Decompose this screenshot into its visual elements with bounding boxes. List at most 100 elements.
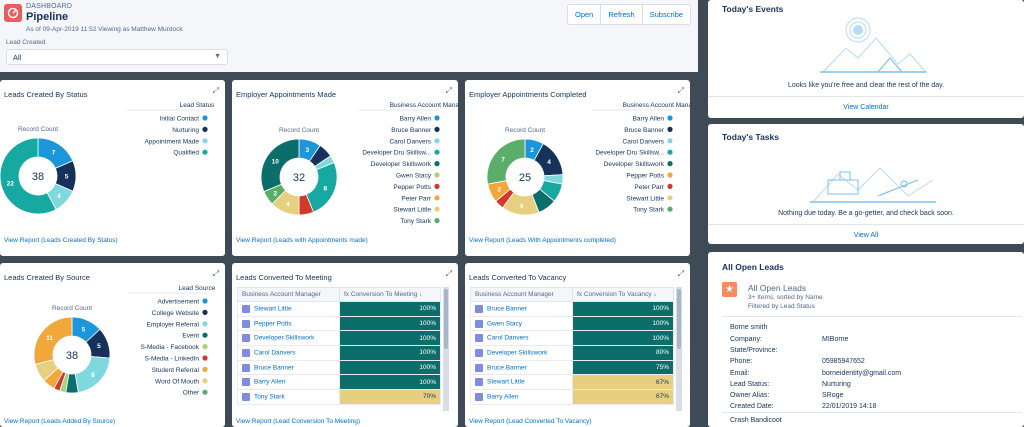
manager-name[interactable]: Bruce Banner xyxy=(487,305,527,313)
expand-icon[interactable]: ⤢ xyxy=(677,269,684,278)
expand-icon[interactable]: ⤢ xyxy=(677,86,684,95)
manager-name[interactable]: Developer Skillswork xyxy=(487,349,548,357)
legend-swatch xyxy=(202,115,208,121)
lead-record-name[interactable]: Borne smith xyxy=(730,324,768,331)
column-header[interactable]: Business Account Manager xyxy=(237,287,340,302)
card-converted-to-vacancy: Leads Converted To Vacancy ⤢ Business Ac… xyxy=(465,263,690,427)
expand-icon[interactable]: ⤢ xyxy=(445,269,452,278)
view-all-link[interactable]: View All xyxy=(853,232,879,239)
center-caption: Record Count xyxy=(18,126,58,133)
lead-created-filter[interactable]: All ▼ xyxy=(6,49,228,65)
table-row[interactable]: Barry Allen 67% xyxy=(470,389,674,405)
view-report-link[interactable]: View Report (Leads Added By Source) xyxy=(4,418,116,425)
manager-cell[interactable]: Gwen Stacy xyxy=(470,315,573,332)
manager-name[interactable]: Bruce Banner xyxy=(254,364,294,372)
conversion-cell: 75% xyxy=(572,359,674,376)
expand-icon[interactable]: ⤢ xyxy=(212,86,219,95)
open-button[interactable]: Open xyxy=(568,5,602,24)
list-meta: 3+ Items, sorted by Name xyxy=(748,294,823,301)
legend-swatch xyxy=(202,389,208,395)
vacancy-table: Business Account Manager fx Conversion T… xyxy=(470,287,674,405)
list-name[interactable]: All Open Leads xyxy=(748,283,807,293)
column-header[interactable]: Business Account Manager xyxy=(470,287,573,302)
refresh-button[interactable]: Refresh xyxy=(601,5,643,24)
manager-cell[interactable]: Bruce Banner xyxy=(470,359,573,376)
table-row[interactable]: Tony Stark 70% xyxy=(237,389,441,405)
manager-name[interactable]: Stewart Little xyxy=(487,379,525,386)
manager-name[interactable]: Barry Allen xyxy=(254,379,286,386)
manager-cell[interactable]: Tony Stark xyxy=(237,389,340,405)
user-icon xyxy=(475,319,483,328)
manager-name[interactable]: Developer Skillswork xyxy=(254,334,315,342)
legend-item: S-Media - LinkedIn xyxy=(144,356,199,363)
legend-item: Initial Contact xyxy=(160,116,200,123)
table-row[interactable]: Pepper Potts 100% xyxy=(237,315,441,332)
manager-cell[interactable]: Bruce Banner xyxy=(470,301,573,317)
card-title: Leads Converted To Vacancy xyxy=(469,273,567,282)
table-row[interactable]: Bruce Banner 75% xyxy=(470,359,674,376)
table-row[interactable]: Bruce Banner 100% xyxy=(237,359,441,376)
manager-name[interactable]: Pepper Potts xyxy=(254,320,292,328)
column-header[interactable]: fx Conversion To Vacancy ↓ xyxy=(572,287,674,302)
lead-record-name[interactable]: Crash Bandicoot xyxy=(730,417,782,424)
manager-cell[interactable]: Barry Allen xyxy=(470,389,573,405)
events-title: Today's Events xyxy=(722,4,784,14)
legend-item: S-Media - Facebook xyxy=(140,344,199,351)
total-value: 25 xyxy=(519,172,531,184)
manager-cell[interactable]: Carol Danvers xyxy=(237,345,340,361)
manager-cell[interactable]: Barry Allen xyxy=(237,374,340,391)
scrollbar[interactable] xyxy=(443,287,449,411)
lead-field-value: borneidentity@gmail.com xyxy=(822,369,902,377)
manager-cell[interactable]: Stewart Little xyxy=(237,301,340,317)
view-calendar-link[interactable]: View Calendar xyxy=(843,104,889,111)
manager-cell[interactable]: Stewart Little xyxy=(470,374,573,391)
meeting-table: Business Account Manager fx Conversion T… xyxy=(237,287,441,405)
scrollbar[interactable] xyxy=(676,287,682,411)
manager-cell[interactable]: Carol Danvers xyxy=(470,330,573,347)
lead-field-label: Owner Alias: xyxy=(730,392,770,399)
column-header[interactable]: fx Conversion To Meeting ↓ xyxy=(339,287,441,302)
table-row[interactable]: Bruce Banner 100% xyxy=(470,301,674,317)
manager-name[interactable]: Barry Allen xyxy=(487,393,519,401)
legend-item: College Website xyxy=(152,310,200,317)
view-report-link[interactable]: View Report (Lead Converted To Vacancy) xyxy=(469,418,592,425)
table-row[interactable]: Carol Danvers 100% xyxy=(470,330,674,347)
expand-icon[interactable]: ⤢ xyxy=(212,269,219,278)
subscribe-button[interactable]: Subscribe xyxy=(649,10,683,19)
manager-cell[interactable]: Developer Skillswork xyxy=(470,345,573,361)
legend-item: Tony Stark xyxy=(633,207,664,214)
table-row[interactable]: Developer Skillswork 100% xyxy=(237,330,441,347)
manager-name[interactable]: Stewart Little xyxy=(254,305,292,313)
view-report-link[interactable]: View Report (Leads With Appointments com… xyxy=(469,237,616,244)
legend-item: Barry Allen xyxy=(400,116,432,123)
manager-name[interactable]: Carol Danvers xyxy=(487,334,529,342)
expand-icon[interactable]: ⤢ xyxy=(445,86,452,95)
card-leads-by-source: Leads Created By Source ⤢ Record Count 5 5… xyxy=(0,263,225,427)
manager-name[interactable]: Tony Stark xyxy=(254,393,285,401)
table-row[interactable]: Stewart Little 67% xyxy=(470,374,674,391)
table-row[interactable]: Carol Danvers 100% xyxy=(237,345,441,361)
filter-label: Lead Created xyxy=(6,39,46,46)
manager-name[interactable]: Bruce Banner xyxy=(487,364,527,372)
manager-cell[interactable]: Bruce Banner xyxy=(237,359,340,376)
table-row[interactable]: Stewart Little 100% xyxy=(237,301,441,317)
legend-swatch xyxy=(202,355,208,361)
conversion-cell: 70% xyxy=(339,389,441,405)
manager-name[interactable]: Gwen Stacy xyxy=(487,320,523,328)
header-button-group: Open Refresh Subscribe xyxy=(567,4,691,25)
view-report-link[interactable]: View Report (Leads Created By Status) xyxy=(4,237,118,244)
table-row[interactable]: Developer Skillswork 80% xyxy=(470,345,674,361)
legend-swatch xyxy=(667,183,673,189)
table-row[interactable]: Gwen Stacy 100% xyxy=(470,315,674,332)
divider xyxy=(722,412,1022,413)
table-row[interactable]: Barry Allen 100% xyxy=(237,374,441,391)
manager-cell[interactable]: Pepper Potts xyxy=(237,315,340,332)
legend-swatch xyxy=(202,332,208,338)
page-subtitle: As of 09-Apr-2019 11:52 Viewing as Matth… xyxy=(26,26,183,33)
manager-name[interactable]: Carol Danvers xyxy=(254,349,296,357)
legend-title: Business Account Manager xyxy=(623,102,690,109)
legend-item: Carol Danvers xyxy=(389,138,431,145)
view-report-link[interactable]: View Report (Leads with Appointments mad… xyxy=(236,237,368,244)
manager-cell[interactable]: Developer Skillswork xyxy=(237,330,340,347)
view-report-link[interactable]: View Report (Lead Conversion To Meeting) xyxy=(236,418,361,425)
